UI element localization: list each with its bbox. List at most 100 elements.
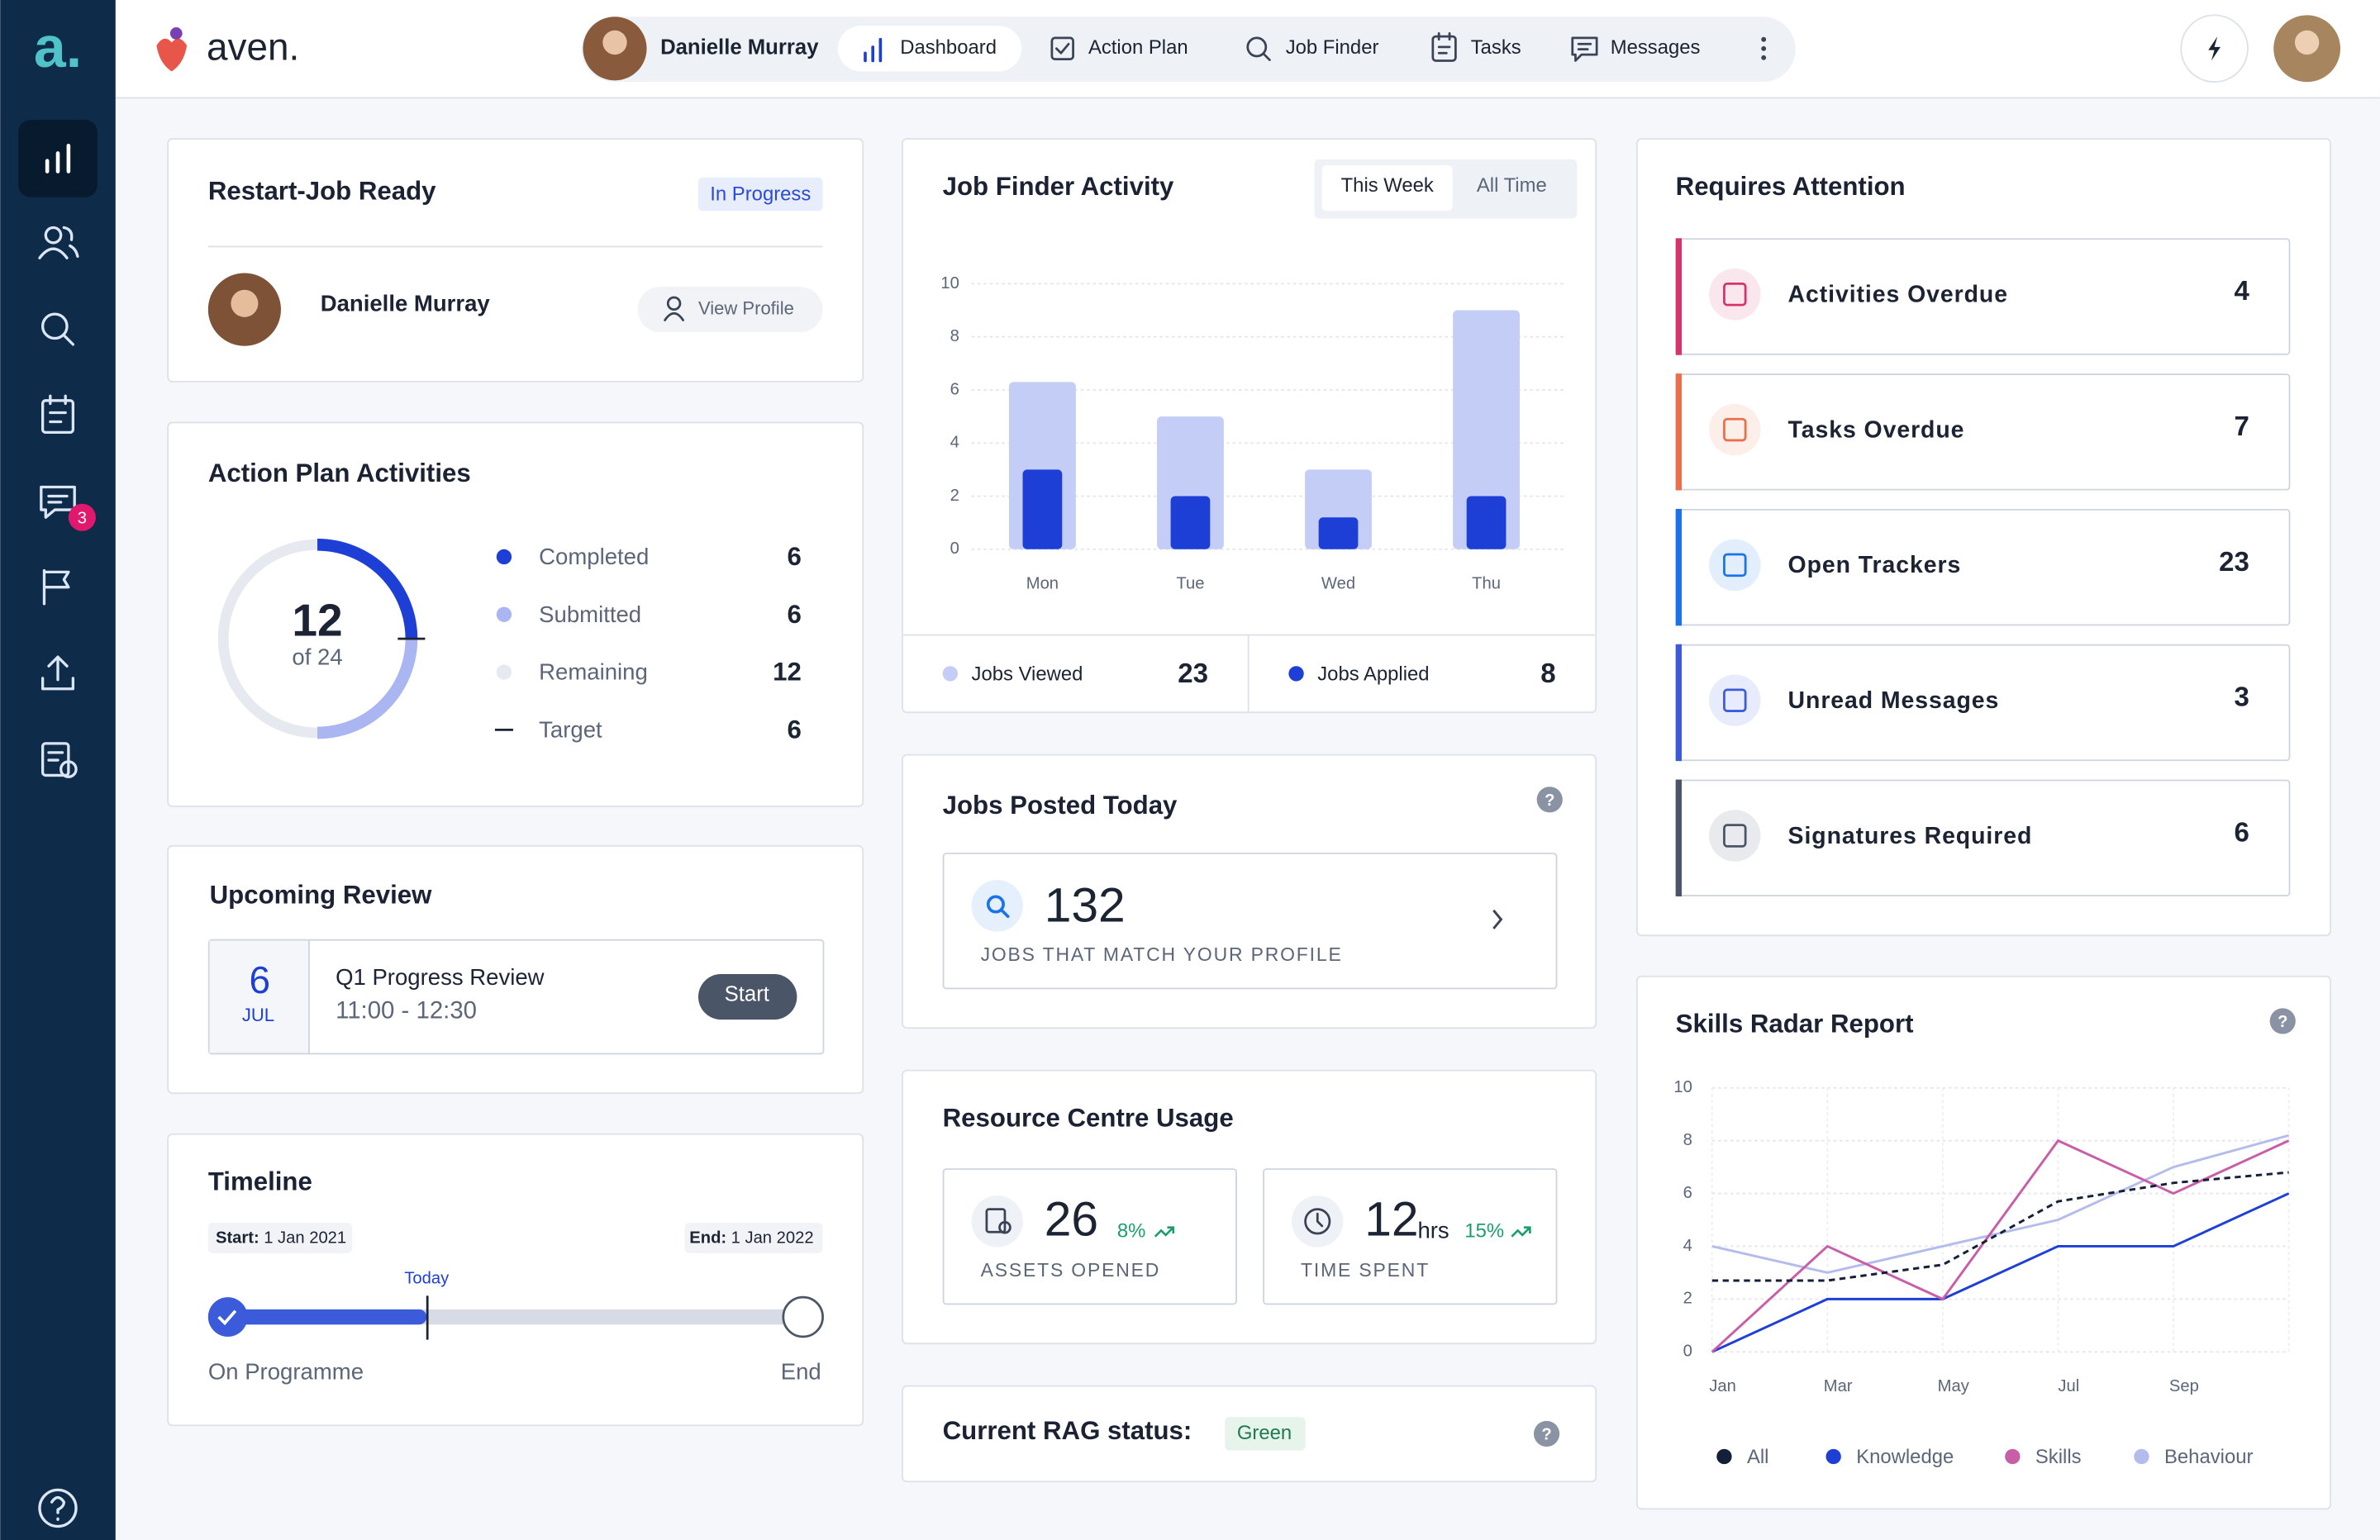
messages-badge bbox=[68, 503, 96, 531]
nav-tasks[interactable]: Tasks bbox=[1431, 32, 1521, 62]
button-label: Start bbox=[725, 983, 769, 1006]
legend-total: 8 bbox=[1540, 658, 1555, 689]
review-month: JUL bbox=[242, 1005, 274, 1025]
donut-segment bbox=[317, 538, 418, 639]
item-accent bbox=[1675, 238, 1683, 355]
legend-label: Completed bbox=[539, 544, 649, 569]
restart-card bbox=[167, 138, 864, 383]
sidebar bbox=[0, 0, 116, 1540]
y-tick-label: 4 bbox=[1683, 1237, 1692, 1255]
sidebar-flag[interactable] bbox=[42, 568, 70, 606]
review-box bbox=[207, 939, 825, 1055]
legend-dot bbox=[2134, 1448, 2149, 1465]
time-label: TIME SPENT bbox=[1301, 1259, 1430, 1281]
brand-dot bbox=[169, 27, 183, 40]
x-tick-label: Jul bbox=[2058, 1377, 2079, 1395]
search-icon bbox=[986, 895, 1005, 914]
end-tag bbox=[684, 1223, 823, 1253]
brand-logo[interactable]: aven. bbox=[156, 26, 299, 72]
x-tick-label: May bbox=[1938, 1377, 1970, 1395]
legend-value: 6 bbox=[788, 542, 802, 571]
assets-icon-play bbox=[998, 1220, 1011, 1234]
button-icon-body bbox=[664, 311, 685, 321]
tab-active-bg bbox=[1321, 165, 1453, 212]
help-icon[interactable] bbox=[1533, 1420, 1560, 1447]
item-value: 23 bbox=[2219, 547, 2249, 578]
time-value: 12 bbox=[1364, 1193, 1418, 1247]
legend-label: Knowledge bbox=[1856, 1446, 1954, 1468]
sidebar-messages[interactable] bbox=[40, 485, 76, 519]
item-icon-bg bbox=[1709, 674, 1761, 726]
attention-item[interactable]: Tasks Overdue 7 bbox=[1675, 373, 2291, 491]
sidebar-search[interactable] bbox=[40, 312, 75, 346]
sidebar-tasks[interactable] bbox=[40, 394, 75, 435]
item-accent bbox=[1675, 779, 1683, 896]
jobs-count: 132 bbox=[1045, 879, 1126, 933]
nav-label: Job Finder bbox=[1286, 36, 1379, 59]
review-day: 6 bbox=[249, 958, 270, 1001]
trend-icon bbox=[1154, 1226, 1175, 1238]
jobs-caption: JOBS THAT MATCH YOUR PROFILE bbox=[981, 943, 1343, 965]
legend-label: Skills bbox=[2035, 1446, 2082, 1468]
avatar-face bbox=[231, 289, 259, 317]
nav-more[interactable] bbox=[1761, 36, 1767, 60]
nav-dashboard[interactable]: Dashboard bbox=[864, 36, 997, 63]
nav-messages[interactable]: Messages bbox=[1571, 36, 1701, 62]
assets-change: 8% bbox=[1117, 1220, 1145, 1243]
dot bbox=[1761, 55, 1767, 60]
help-icon[interactable] bbox=[1536, 787, 1563, 813]
rag-status: Green bbox=[1237, 1422, 1292, 1444]
today-label: Today bbox=[404, 1269, 450, 1287]
donut-segment bbox=[217, 539, 318, 739]
line-chart: 0 2 4 6 8 10 Jan Mar May Jul Sep All Knowledge Skills… bbox=[1673, 1078, 2290, 1468]
bar bbox=[1466, 496, 1507, 549]
legend-label: Behaviour bbox=[2164, 1446, 2253, 1468]
sidebar-resources[interactable] bbox=[40, 742, 78, 778]
sidebar-people[interactable] bbox=[38, 226, 79, 259]
view-profile-button[interactable]: View Profile bbox=[637, 287, 823, 333]
start-check bbox=[217, 1309, 237, 1326]
donut-center-value: 12 bbox=[292, 594, 342, 645]
attention-item[interactable]: Activities Overdue 4 bbox=[1675, 238, 2291, 355]
tab-this-week[interactable]: This Week bbox=[1341, 174, 1434, 197]
item-name: Activities Overdue bbox=[1788, 282, 2008, 308]
sidebar-dashboard[interactable] bbox=[45, 144, 71, 173]
help-icon[interactable] bbox=[2269, 1008, 2296, 1034]
timeline-left: On Programme bbox=[208, 1358, 364, 1384]
start-point bbox=[207, 1297, 248, 1337]
legend-dot bbox=[942, 666, 959, 682]
item-value: 7 bbox=[2234, 411, 2249, 442]
nav-label: Tasks bbox=[1471, 36, 1521, 59]
y-tick-label: 0 bbox=[1683, 1343, 1692, 1361]
item-accent bbox=[1675, 508, 1683, 626]
donut-chart: Completed 6 Submitted 6 Remaining 12 Target 6 bbox=[217, 538, 802, 744]
start-button[interactable]: Start bbox=[697, 974, 797, 1020]
series-line bbox=[1711, 1171, 2289, 1282]
sidebar-help[interactable] bbox=[38, 1488, 78, 1528]
item-name: Open Trackers bbox=[1788, 552, 1962, 578]
tab-all-time[interactable]: All Time bbox=[1477, 174, 1547, 197]
card-title: Requires Attention bbox=[1676, 172, 1906, 201]
item-icon bbox=[1723, 553, 1747, 578]
legend-label: Submitted bbox=[539, 601, 641, 627]
legend-dot bbox=[1716, 1448, 1732, 1465]
sidebar-upload[interactable] bbox=[40, 655, 75, 691]
nav-action-plan[interactable]: Action Plan bbox=[1050, 36, 1188, 60]
attention-item[interactable]: Open Trackers 23 bbox=[1675, 508, 2291, 626]
brand-name: aven. bbox=[207, 26, 299, 69]
nav-job-finder[interactable]: Job Finder bbox=[1246, 36, 1379, 61]
item-icon bbox=[1723, 417, 1747, 442]
attention-item[interactable]: Signatures Required 6 bbox=[1675, 779, 2291, 896]
jobs-posted-link[interactable]: 132 JOBS THAT MATCH YOUR PROFILE bbox=[942, 853, 1558, 990]
button-bg bbox=[697, 974, 797, 1020]
nav-label: Action Plan bbox=[1088, 36, 1188, 59]
bar bbox=[1170, 496, 1211, 549]
start-date: 1 Jan 2021 bbox=[264, 1229, 346, 1248]
attention-item[interactable]: Unread Messages 3 bbox=[1675, 644, 2291, 762]
legend-value: 12 bbox=[773, 658, 802, 687]
time-unit: hrs bbox=[1417, 1217, 1449, 1243]
card-title: Resource Centre Usage bbox=[943, 1104, 1234, 1133]
x-tick-label: Mar bbox=[1824, 1377, 1853, 1395]
jobs-box bbox=[942, 853, 1558, 990]
